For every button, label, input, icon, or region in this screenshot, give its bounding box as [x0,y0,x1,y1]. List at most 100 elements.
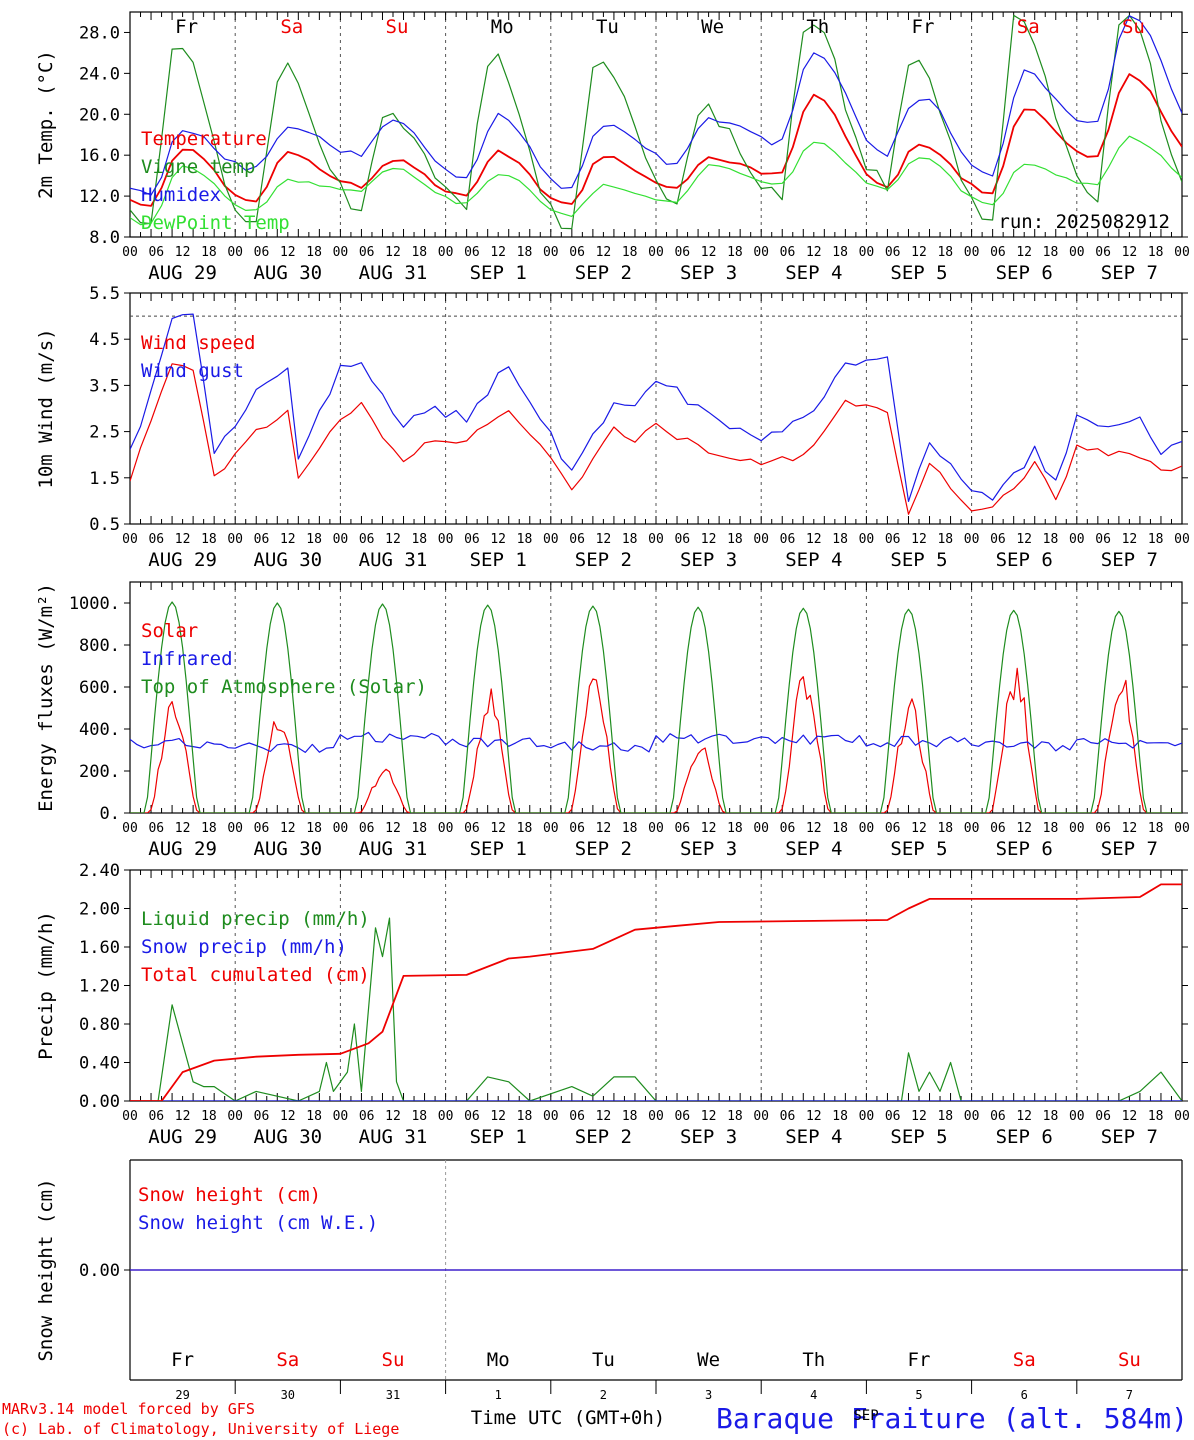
hour-label: 12 [175,532,191,547]
hour-label: 06 [254,1109,270,1124]
hour-label: 12 [385,532,401,547]
date-label: AUG 30 [253,262,322,284]
hour-label: 00 [227,821,243,836]
hour-label: 12 [596,245,612,260]
hour-label: 12 [701,821,717,836]
y-tick-label: 1.20 [79,977,120,997]
y-tick-label: 2.40 [79,861,120,881]
hour-label: 00 [1069,821,1085,836]
hour-label: 06 [885,245,901,260]
weekday-label: Sa [276,1349,299,1371]
y-tick-label: 0.40 [79,1054,120,1074]
hour-label: 06 [569,821,585,836]
day-number: 29 [175,1388,189,1402]
hour-label: 06 [674,1109,690,1124]
model-credit: MARv3.14 model forced by GFS [2,1400,255,1418]
hour-label: 12 [1122,821,1138,836]
hour-label: 18 [1043,245,1059,260]
series-line [130,601,1182,813]
date-label: AUG 31 [359,838,428,860]
hour-label: 06 [464,532,480,547]
hour-label: 00 [333,532,349,547]
series-line [130,883,1182,1101]
hour-label: 12 [911,532,927,547]
hour-label: 18 [622,821,638,836]
date-label: SEP 4 [785,838,842,860]
legend-item: Vigne temp [141,156,255,178]
date-label: SEP 4 [785,262,842,284]
weekday-label: We [697,1349,720,1371]
hour-label: 18 [201,532,217,547]
hour-label: 18 [727,1109,743,1124]
hour-label: 00 [648,532,664,547]
legend-item: DewPoint Temp [141,212,290,234]
hour-label: 00 [1174,532,1190,547]
hour-label: 06 [885,532,901,547]
day-number: 31 [386,1388,400,1402]
hour-label: 06 [254,245,270,260]
series-line [130,14,1182,230]
weekday-label: Fr [175,16,198,38]
hour-label: 00 [438,1109,454,1124]
hour-label: 12 [175,821,191,836]
weekday-label: Fr [171,1349,194,1371]
footer: MARv3.14 model forced by GFS (c) Lab. of… [2,1400,1188,1438]
hour-label: 00 [859,245,875,260]
hour-label: 12 [911,821,927,836]
hour-label: 06 [148,245,164,260]
hour-label: 00 [859,1109,875,1124]
hour-label: 18 [1043,532,1059,547]
hour-label: 12 [175,1109,191,1124]
y-tick-label: 1000. [69,594,120,614]
hour-label: 18 [517,532,533,547]
hour-label: 12 [1016,245,1032,260]
y-tick-label: 600. [79,678,120,698]
hour-label: 12 [1122,532,1138,547]
day-number: 6 [1021,1388,1028,1402]
hour-label: 06 [780,1109,796,1124]
series-line [130,15,1182,196]
hour-label: 18 [517,821,533,836]
y-tick-label: 4.5 [89,330,120,350]
hour-label: 06 [780,532,796,547]
hour-label: 18 [201,245,217,260]
y-axis-label: Energy fluxes (W/m²) [35,583,57,812]
hour-label: 18 [201,1109,217,1124]
hour-label: 18 [306,245,322,260]
lab-credit: (c) Lab. of Climatology, University of L… [2,1420,399,1438]
y-tick-label: 2.00 [79,900,120,920]
hour-label: 00 [227,245,243,260]
y-axis-label: Precip (mm/h) [35,911,57,1060]
hour-label: 06 [148,821,164,836]
panel-wind: 00 06 12 18 AUG 29 00 06 12 18 AUG 30 00 06 12 18 AUG … [35,284,1190,571]
y-tick-label: 8.0 [89,228,120,248]
hour-label: 12 [911,245,927,260]
hour-label: 06 [359,821,375,836]
hour-label: 00 [964,821,980,836]
hour-label: 00 [753,532,769,547]
y-tick-label: 200. [79,762,120,782]
weekday-label: Tu [596,16,619,38]
hour-label: 00 [333,1109,349,1124]
station-title: Baraque Fraiture (alt. 584m) [716,1402,1188,1435]
hour-label: 06 [569,532,585,547]
y-tick-label: 24.0 [79,64,120,84]
y-tick-label: 1.5 [89,469,120,489]
date-label: AUG 31 [359,549,428,571]
date-label: SEP 3 [680,262,737,284]
hour-label: 00 [1174,821,1190,836]
hour-label: 00 [648,245,664,260]
hour-label: 12 [806,1109,822,1124]
hour-label: 00 [1069,245,1085,260]
y-tick-label: 2.5 [89,423,120,443]
hour-label: 06 [674,821,690,836]
hour-label: 06 [148,532,164,547]
hour-label: 18 [727,821,743,836]
y-tick-label: 0. [100,804,120,824]
y-tick-label: 800. [79,636,120,656]
hour-label: 00 [122,821,138,836]
hour-label: 06 [464,821,480,836]
y-tick-label: 20.0 [79,105,120,125]
date-label: AUG 29 [148,549,217,571]
